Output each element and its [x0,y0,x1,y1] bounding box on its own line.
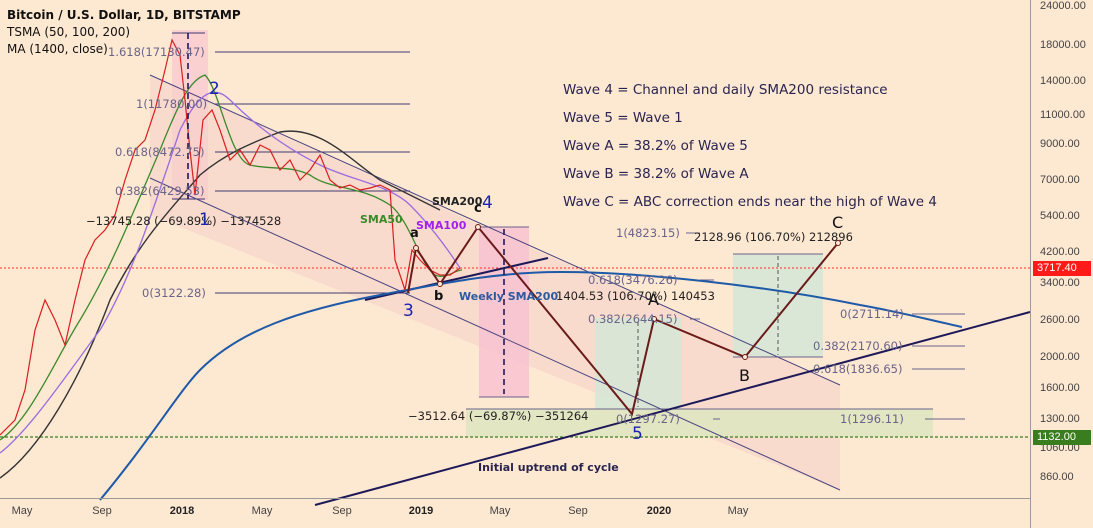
y-tick: 5400.00 [1040,210,1080,222]
sma50-label: SMA50 [360,213,403,226]
drop2-measure: −3512.64 (−69.87%) −351264 [408,409,589,423]
x-tick-year: 2020 [646,505,672,517]
wave-B-label: B [739,366,750,385]
y-tick: 1600.00 [1040,382,1080,394]
support-price-badge: 1132.00 [1033,430,1091,445]
drop1-measure: −13745.28 (−69.89%) −1374528 [86,214,282,228]
note-waveB: Wave B = 38.2% of Wave A [563,166,749,182]
weekly-sma200-label: Weekly SMA200 [459,290,559,303]
sma100-line [0,91,461,454]
wave-A-label: A [648,290,659,309]
fib-0-label: 0(3122.28) [142,286,206,300]
rise1-measure: 1404.53 (106.70%) 140453 [556,289,715,303]
fib-1618-label: 1.618(17130.47) [108,45,205,59]
fibA-0-label: 0(1297.27) [616,412,680,426]
elliott-points [413,224,841,360]
indicator-ma[interactable]: MA (1400, close) [7,42,108,56]
fibA-0618-label: 0.618(3476.26) [588,273,678,287]
waveB-target-zone [466,409,933,437]
x-tick: May [251,505,273,517]
uptrend-annotation: Initial uptrend of cycle [478,461,619,474]
wave-a-label: a [410,226,419,241]
fibB-0-label: 0(2711.14) [840,307,904,321]
uptrend-line [314,311,1031,506]
y-tick: 14000.00 [1040,75,1086,87]
fib-0618-label: 0.618(8472.75) [115,145,205,159]
time-axis[interactable] [0,498,1030,499]
fibA-1-label: 1(4823.15) [616,226,680,240]
x-tick: May [11,505,33,517]
wave-c-label: c [474,201,482,216]
elliott-projection-path [407,225,839,417]
x-tick: Sep [92,505,112,517]
wave-3-label: 3 [403,301,414,321]
note-waveA: Wave A = 38.2% of Wave 5 [563,138,748,154]
fib-1-label: 1(11780.00) [136,97,208,111]
weekly-sma200-line [99,270,963,501]
wave-notes: Wave 4 = Channel and daily SMA200 resist… [563,76,937,216]
fibB-1-label: 1(1296.11) [840,412,904,426]
measure-arrows [187,33,505,394]
y-tick: 1060.00 [1040,442,1080,454]
note-wave5: Wave 5 = Wave 1 [563,110,683,126]
wave-1-label: 1 [199,210,210,230]
wave-b-label: b [434,289,444,304]
sma100-label: SMA100 [416,219,467,232]
symbol-title: Bitcoin / U.S. Dollar, 1D, BITSTAMP [7,8,241,22]
wave-5-label: 5 [632,424,643,444]
y-tick: 7000.00 [1040,174,1080,186]
y-tick: 4200.00 [1040,246,1080,258]
sma200-label: SMA200 [432,195,483,208]
fib-wave1 [172,32,410,294]
y-tick: 9000.00 [1040,138,1080,150]
price-candles [0,38,461,436]
fibB-0618-label: 0.618(1836.65) [813,362,903,376]
ma1400-line [0,130,441,479]
y-tick: 24000.00 [1040,0,1086,12]
x-tick-year: 2019 [408,505,434,517]
y-tick: 11000.00 [1040,109,1086,121]
price-axis[interactable] [1030,0,1031,528]
fibA-0382-label: 0.382(2644.15) [588,312,678,326]
y-tick: 3400.00 [1040,277,1080,289]
y-tick: 2600.00 [1040,314,1080,326]
y-tick: 1300.00 [1040,413,1080,425]
wave-C-label: C [832,213,844,232]
y-tick: 18000.00 [1040,39,1086,51]
x-tick: Sep [568,505,588,517]
note-waveC: Wave C = ABC correction ends near the hi… [563,194,937,210]
sma50-line [0,74,463,441]
indicator-tsma[interactable]: TSMA (50, 100, 200) [7,25,131,39]
current-price-badge: 3717.40 [1033,261,1091,276]
rise2-measure: 2128.96 (106.70%) 212896 [694,230,853,244]
chart-legend: Bitcoin / U.S. Dollar, 1D, BITSTAMP TSMA… [7,7,241,58]
note-wave4: Wave 4 = Channel and daily SMA200 resist… [563,82,888,98]
wave-4-label: 4 [482,193,493,213]
y-tick: 860.00 [1040,471,1074,483]
descending-channel [149,74,841,491]
fib-0382-label: 0.382(6429.53) [115,184,205,198]
x-tick: May [489,505,511,517]
wave-2-label: 2 [209,79,220,99]
x-tick-year: 2018 [169,505,195,517]
x-tick: May [727,505,749,517]
y-tick: 2000.00 [1040,351,1080,363]
x-tick: Sep [332,505,352,517]
fibB-0382-label: 0.382(2170.60) [813,339,903,353]
